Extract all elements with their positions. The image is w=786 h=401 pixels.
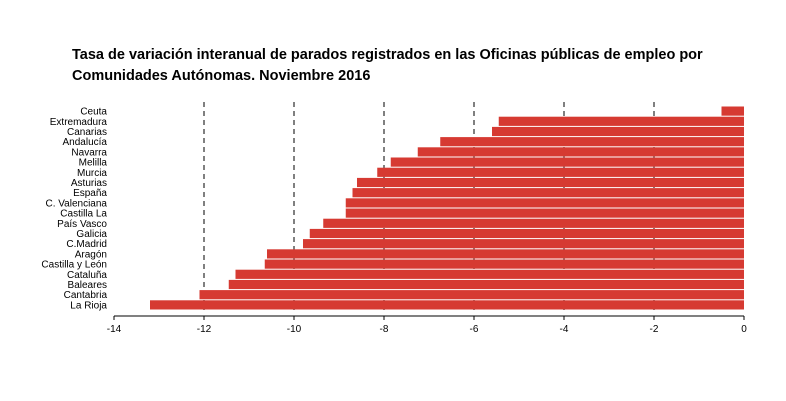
category-label: Melilla [79,158,108,169]
bar [498,116,744,126]
category-label: Cantabria [64,290,108,301]
category-label: C. Valenciana [45,198,107,209]
category-label: Cataluña [67,270,107,281]
bar [199,290,744,300]
category-label: C.Madrid [66,239,107,250]
bar [390,157,744,167]
category-label: Baleares [68,280,107,291]
category-labels: CeutaExtremaduraCanariasAndalucíaNavarra… [41,107,107,312]
category-label: País Vasco [57,219,107,230]
bar [228,279,744,290]
category-label: Canarias [67,127,107,138]
bar [267,249,744,259]
category-label: Galicia [76,229,107,240]
x-tick-label: 0 [741,324,747,335]
bar [721,106,744,116]
x-tick-label: -8 [380,324,389,335]
chart-title: Tasa de variación interanual de parados … [72,47,703,84]
bar [264,259,744,269]
bar [345,208,744,218]
category-label: Asturias [71,178,107,189]
x-tick-label: -14 [107,324,122,335]
category-label: Aragón [75,249,107,260]
bars [150,106,744,310]
bar [345,198,744,208]
bar [377,167,744,177]
bar [235,269,744,279]
category-label: Extremadura [50,117,108,128]
category-label: Castilla La [60,209,107,220]
category-label: Castilla y León [41,260,107,271]
x-tick-label: -4 [560,324,569,335]
bar [417,147,744,157]
bar [440,137,744,147]
bar [352,188,744,198]
bar [357,177,744,188]
x-tick-label: -10 [287,324,302,335]
category-label: Andalucía [63,137,108,148]
category-label: La Rioja [70,300,107,311]
bar [150,300,744,310]
category-label: Murcia [77,168,107,179]
category-label: Navarra [71,147,107,158]
x-tick-label: -2 [650,324,659,335]
bar [309,228,744,239]
bar [492,126,744,137]
x-axis: -14 -12 -10 -8 -6 -4 -2 0 [107,315,747,335]
bar [303,239,744,249]
x-tick-label: -12 [197,324,212,335]
bar [323,218,744,228]
category-label: España [73,188,107,199]
x-tick-label: -6 [470,324,479,335]
category-label: Ceuta [80,107,107,118]
